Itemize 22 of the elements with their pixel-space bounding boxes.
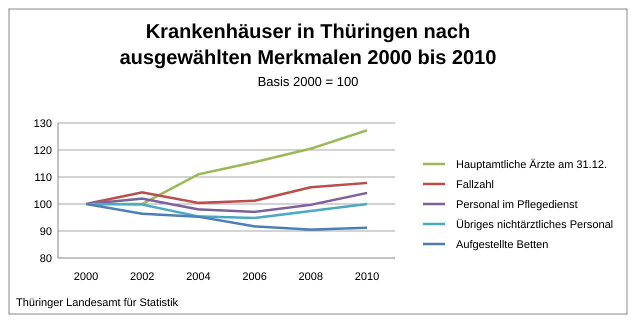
x-tick-label: 2008: [298, 271, 324, 283]
legend-label: Aufgestellte Betten: [456, 239, 548, 251]
x-tick-label: 2002: [130, 271, 154, 283]
line-series: [84, 192, 368, 214]
x-tick-label: 2006: [242, 271, 267, 283]
y-tick-label: 110: [34, 172, 52, 184]
legend-label: Fallzahl: [456, 179, 494, 191]
y-tick-label: 90: [40, 226, 52, 238]
y-tick-label: 80: [40, 253, 52, 265]
text: Thüringer Landesamt für Statistik: [16, 297, 179, 309]
line-series: [84, 202, 368, 231]
legend-label: Hauptamtliche Ärzte am 31.12.: [456, 158, 608, 171]
y-tick-label: 130: [34, 118, 52, 130]
y-tick-label: 100: [34, 199, 52, 211]
x-tick-label: 2000: [74, 271, 98, 283]
chart-title: Krankenhäuser in Thüringen nach ausgewählten Merkmalen 2000 bis 2010: [120, 21, 496, 69]
legend-label: Übriges nichtärztliches Personal: [456, 218, 614, 231]
chart-subtitle: Basis 2000 = 100: [258, 74, 358, 89]
x-tick-label: 2010: [354, 271, 380, 283]
y-tick-label: 120: [34, 145, 52, 157]
legend-label: Personal im Pflegedienst: [456, 199, 578, 211]
x-tick-label: 2004: [186, 271, 211, 283]
